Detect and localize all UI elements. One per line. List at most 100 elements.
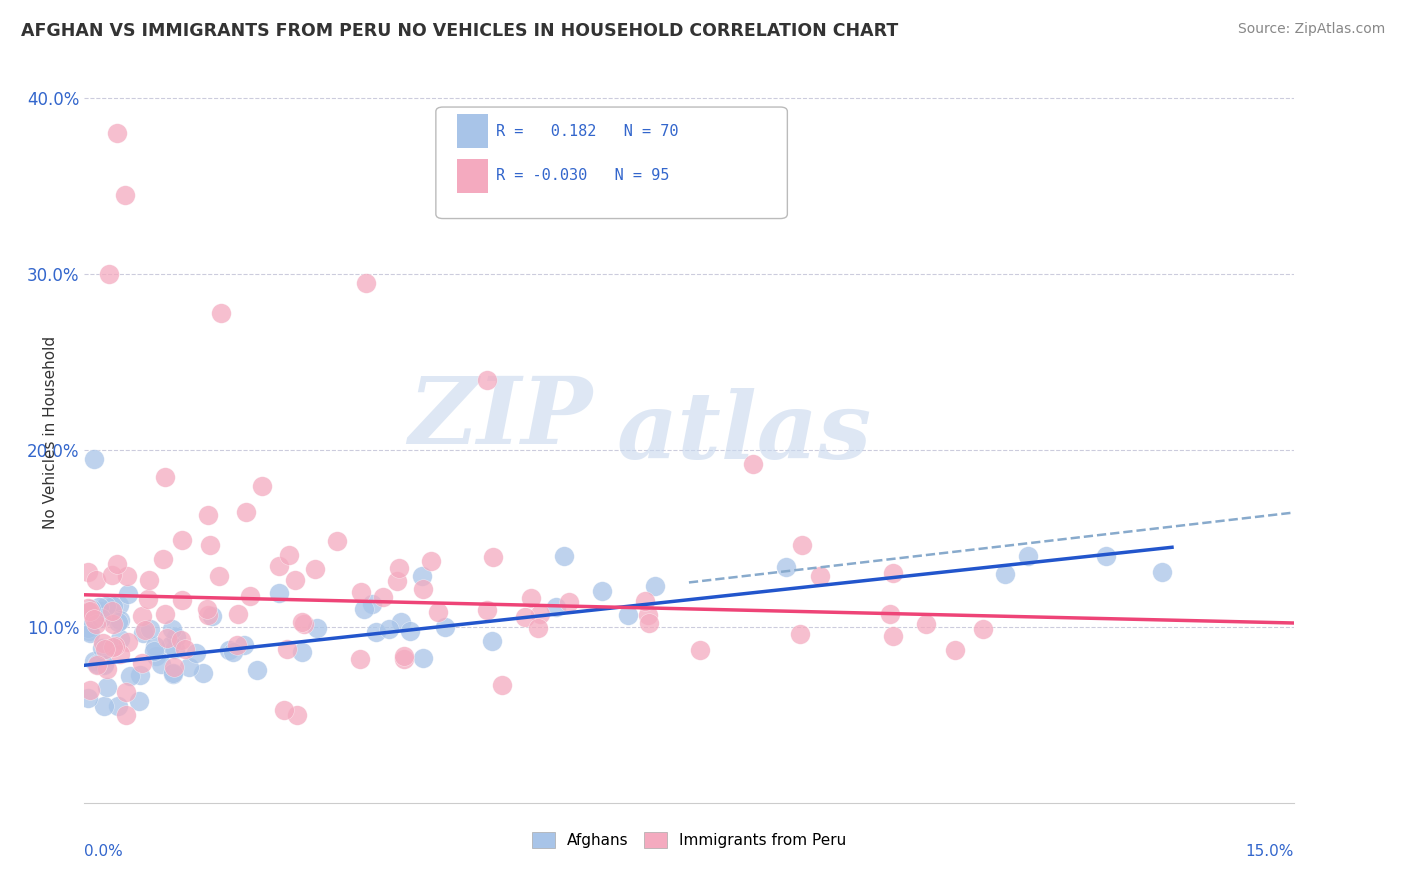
Point [107, 615, 129, 629]
Point [399, 624, 422, 639]
Point [250, 479, 273, 493]
Point [86, 657, 108, 671]
Point [361, 597, 384, 611]
Point [172, 592, 194, 607]
Point [79, 682, 101, 697]
Point [87, 600, 110, 615]
Point [356, 276, 378, 290]
Point [284, 573, 307, 587]
Point [291, 615, 314, 629]
Point [972, 622, 994, 636]
Point [77, 601, 100, 615]
Point [136, 592, 159, 607]
Point [385, 574, 408, 588]
Point [79, 625, 101, 640]
Point [477, 603, 499, 617]
Point [689, 643, 711, 657]
Point [235, 505, 257, 519]
Text: Source: ZipAtlas.com: Source: ZipAtlas.com [1237, 22, 1385, 37]
Point [1095, 549, 1118, 563]
Point [879, 607, 901, 621]
Point [162, 667, 184, 681]
Point [115, 685, 138, 699]
Point [292, 616, 315, 631]
Point [90, 604, 112, 618]
Point [634, 593, 657, 607]
Point [104, 640, 127, 654]
Point [209, 306, 232, 320]
Point [387, 561, 409, 575]
Point [411, 569, 433, 583]
Point [267, 585, 290, 599]
Point [83, 452, 105, 467]
Point [269, 559, 291, 574]
Point [145, 639, 167, 653]
Point [491, 678, 513, 692]
Point [392, 649, 415, 664]
Text: No Vehicles in Household: No Vehicles in Household [44, 336, 58, 529]
Text: R =   0.182   N = 70: R = 0.182 N = 70 [496, 124, 679, 138]
Point [529, 607, 551, 621]
Point [153, 469, 176, 483]
Point [389, 615, 412, 629]
Point [97, 267, 120, 281]
Point [128, 694, 150, 708]
Point [617, 608, 640, 623]
Point [291, 645, 314, 659]
Text: 0.0%: 0.0% [84, 844, 124, 858]
Point [789, 626, 811, 640]
Point [103, 599, 125, 614]
Point [378, 623, 401, 637]
Point [163, 642, 186, 657]
Point [77, 624, 100, 639]
Point [184, 646, 207, 660]
Point [526, 621, 548, 635]
Point [349, 652, 371, 666]
Point [134, 623, 156, 637]
Point [131, 609, 153, 624]
Point [103, 617, 125, 632]
Point [155, 607, 177, 621]
Point [93, 698, 115, 713]
Point [115, 707, 138, 722]
Point [77, 621, 100, 635]
Point [145, 648, 167, 663]
Point [165, 630, 187, 644]
Point [276, 642, 298, 657]
Point [420, 554, 443, 568]
Point [170, 633, 193, 648]
Point [790, 538, 813, 552]
Point [201, 609, 224, 624]
Point [285, 707, 308, 722]
Point [233, 639, 256, 653]
Point [117, 635, 139, 649]
Point [105, 126, 128, 140]
Point [945, 642, 967, 657]
Point [412, 582, 434, 597]
Point [138, 573, 160, 587]
Point [96, 680, 118, 694]
Point [94, 599, 117, 614]
Text: R = -0.030   N = 95: R = -0.030 N = 95 [496, 169, 669, 183]
Legend: Afghans, Immigrants from Peru: Afghans, Immigrants from Peru [526, 826, 852, 855]
Point [80, 602, 103, 616]
Point [482, 549, 505, 564]
Point [434, 619, 457, 633]
Point [553, 549, 575, 563]
Point [86, 657, 108, 672]
Point [558, 595, 581, 609]
Point [591, 584, 613, 599]
Point [163, 659, 186, 673]
Point [84, 573, 107, 587]
Point [170, 533, 193, 548]
Point [108, 647, 131, 661]
Point [179, 660, 201, 674]
Point [114, 187, 136, 202]
Point [637, 607, 659, 622]
Point [195, 601, 218, 615]
Point [197, 607, 219, 622]
Point [427, 605, 450, 619]
Point [129, 668, 152, 682]
Point [364, 625, 387, 640]
Point [222, 645, 245, 659]
